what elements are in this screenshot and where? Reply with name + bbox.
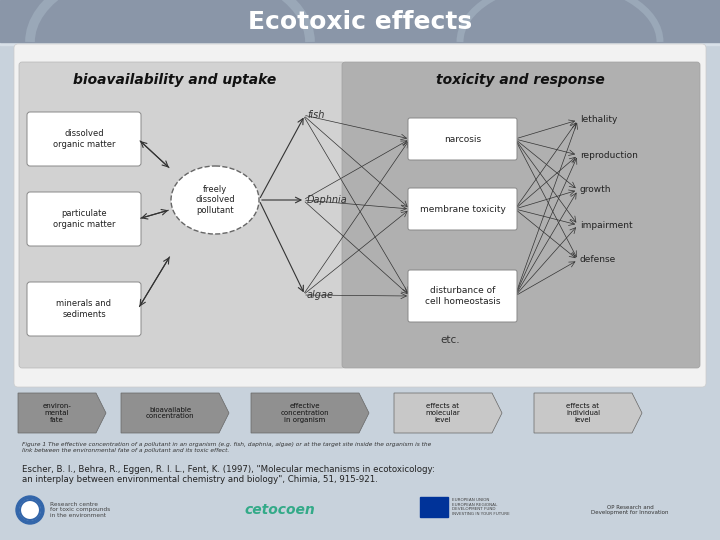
Polygon shape (394, 393, 502, 433)
Ellipse shape (171, 166, 259, 234)
Text: freely
dissolved
pollutant: freely dissolved pollutant (195, 185, 235, 215)
Text: dissolved
organic matter: dissolved organic matter (53, 129, 115, 149)
FancyBboxPatch shape (27, 282, 141, 336)
Text: OP Research and
Development for Innovation: OP Research and Development for Innovati… (591, 504, 669, 515)
FancyBboxPatch shape (27, 112, 141, 166)
Text: growth: growth (580, 186, 611, 194)
Text: environ-
mental
fate: environ- mental fate (42, 403, 71, 423)
Text: cetocoen: cetocoen (245, 503, 315, 517)
Text: bioavailability and uptake: bioavailability and uptake (73, 73, 276, 87)
Text: EUROPEAN UNION
EUROPEAN REGIONAL
DEVELOPMENT FUND
INVESTING IN YOUR FUTURE: EUROPEAN UNION EUROPEAN REGIONAL DEVELOP… (452, 498, 510, 516)
Text: etc.: etc. (440, 335, 460, 345)
Text: algae: algae (307, 290, 334, 300)
Text: Escher, B. I., Behra, R., Eggen, R. I. L., Fent, K. (1997), "Molecular mechanism: Escher, B. I., Behra, R., Eggen, R. I. L… (22, 465, 435, 484)
FancyBboxPatch shape (342, 62, 700, 368)
Bar (0, 0, 720, 42)
Text: effective
concentration
in organism: effective concentration in organism (281, 403, 329, 423)
FancyBboxPatch shape (19, 62, 345, 368)
Polygon shape (534, 393, 642, 433)
FancyBboxPatch shape (408, 270, 517, 322)
Text: Figure 1 The effective concentration of a pollutant in an organism (e.g. fish, d: Figure 1 The effective concentration of … (22, 442, 431, 453)
FancyBboxPatch shape (408, 188, 517, 230)
Text: fish: fish (307, 110, 325, 120)
Text: effects at
individual
level: effects at individual level (566, 403, 600, 423)
FancyBboxPatch shape (408, 118, 517, 160)
Text: effects at
molecular
level: effects at molecular level (426, 403, 460, 423)
Polygon shape (251, 393, 369, 433)
Text: minerals and
sediments: minerals and sediments (56, 299, 112, 319)
Text: reproduction: reproduction (580, 151, 638, 159)
Text: bioavailable
concentration: bioavailable concentration (145, 407, 194, 420)
Circle shape (16, 496, 44, 524)
Bar (420, 497, 448, 517)
Text: disturbance of
cell homeostasis: disturbance of cell homeostasis (425, 286, 500, 306)
Text: membrane toxicity: membrane toxicity (420, 205, 505, 213)
Circle shape (20, 500, 40, 520)
Text: particulate
organic matter: particulate organic matter (53, 210, 115, 229)
Text: defense: defense (580, 255, 616, 265)
Text: lethality: lethality (580, 116, 617, 125)
Bar (0, 0, 720, 45)
Text: Research centre
for toxic compounds
in the environment: Research centre for toxic compounds in t… (50, 502, 110, 518)
Text: Ecotoxic effects: Ecotoxic effects (248, 10, 472, 34)
FancyBboxPatch shape (14, 44, 706, 387)
Text: narcosis: narcosis (444, 134, 481, 144)
Polygon shape (121, 393, 229, 433)
Text: toxicity and response: toxicity and response (436, 73, 604, 87)
FancyBboxPatch shape (27, 192, 141, 246)
Text: impairment: impairment (580, 220, 633, 230)
Text: Daphnia: Daphnia (307, 195, 348, 205)
Polygon shape (18, 393, 106, 433)
